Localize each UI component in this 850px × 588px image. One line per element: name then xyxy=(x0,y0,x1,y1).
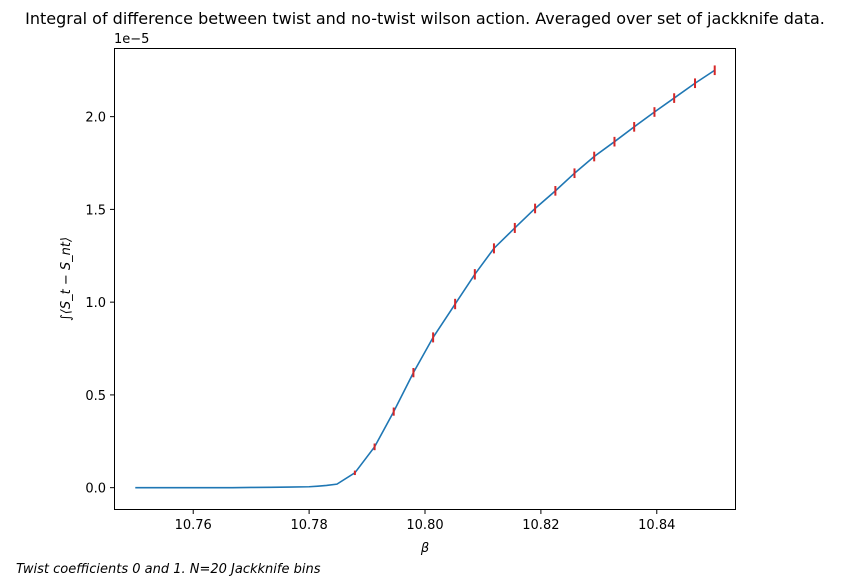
series-line xyxy=(135,69,716,489)
y-tick-label: 0.5 xyxy=(85,389,106,404)
x-tick-label: 10.80 xyxy=(406,518,443,533)
y-axis-ticks: 0.0 0.5 1.0 1.5 2.0 xyxy=(85,111,115,497)
x-axis-ticks: 10.76 10.78 10.80 10.82 10.84 xyxy=(175,509,675,533)
y-tick-label: 1.0 xyxy=(85,296,106,311)
errorbars xyxy=(353,65,716,476)
y-tick-label: 2.0 xyxy=(85,111,106,126)
y-tick-label: 1.5 xyxy=(85,203,106,218)
x-tick-label: 10.78 xyxy=(291,518,328,533)
y-tick-label: 0.0 xyxy=(85,482,106,497)
x-tick-label: 10.84 xyxy=(638,518,675,533)
plot-area xyxy=(135,65,716,489)
chart-title: Integral of difference between twist and… xyxy=(25,9,825,28)
axes-frame xyxy=(114,48,736,510)
x-axis-label: β xyxy=(420,541,429,556)
y-axis-label: ∫⟨S_t − S_nt⟩ xyxy=(59,237,74,321)
x-tick-label: 10.76 xyxy=(175,518,212,533)
y-offset-label: 1e−5 xyxy=(114,32,149,47)
footnote: Twist coefficients 0 and 1. N=20 Jackkni… xyxy=(16,562,321,577)
x-tick-label: 10.82 xyxy=(522,518,559,533)
